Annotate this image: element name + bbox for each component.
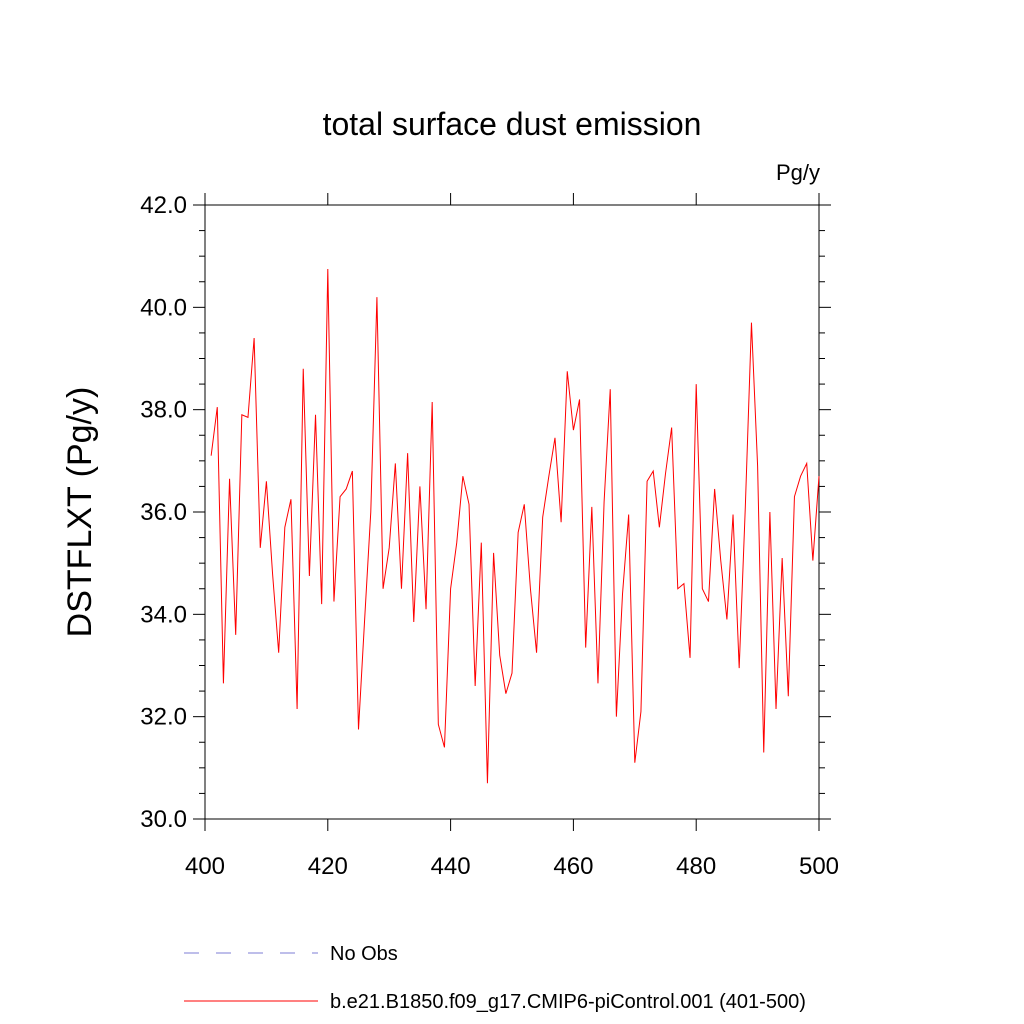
y-tick-label: 36.0 <box>140 499 187 526</box>
y-tick-label: 40.0 <box>140 294 187 321</box>
y-tick-label: 30.0 <box>140 806 187 833</box>
units-label: Pg/y <box>776 160 820 185</box>
legend-label-picontrol: b.e21.B1850.f09_g17.CMIP6-piControl.001 … <box>330 991 806 1013</box>
plot-frame <box>204 204 820 820</box>
x-tick-label: 400 <box>185 853 225 880</box>
x-tick-label: 460 <box>553 853 593 880</box>
chart-title: total surface dust emission <box>323 106 702 142</box>
x-tick-label: 500 <box>799 853 839 880</box>
y-tick-label: 32.0 <box>140 704 187 731</box>
y-tick-label: 38.0 <box>140 397 187 424</box>
series-line <box>210 268 820 784</box>
x-tick-label: 440 <box>431 853 471 880</box>
legend-label-no-obs: No Obs <box>330 943 398 965</box>
y-axis-label: DSTFLXT (Pg/y) <box>61 387 99 638</box>
legend: No Obs b.e21.B1850.f09_g17.CMIP6-piContr… <box>184 943 806 1013</box>
x-tick-label: 420 <box>308 853 348 880</box>
y-tick-label: 34.0 <box>140 601 187 628</box>
plot-area: 30.0 32.0 34.0 36.0 38.0 40.0 42.0 400 420 440 460… <box>140 192 839 880</box>
y-tick-label: 42.0 <box>140 192 187 219</box>
x-tick-label: 480 <box>676 853 716 880</box>
